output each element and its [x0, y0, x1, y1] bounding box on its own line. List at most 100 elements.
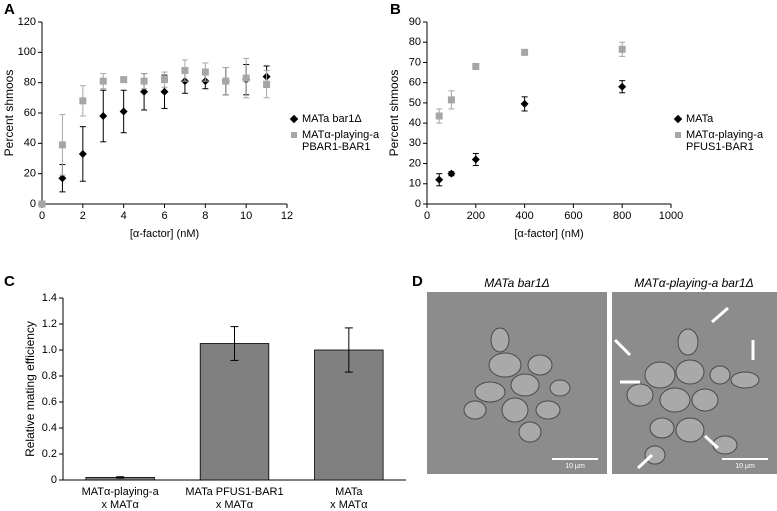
point: [140, 77, 148, 85]
x-tick-label: x MATα: [216, 499, 254, 511]
y-tick-label: 0.6: [42, 396, 57, 408]
y-tick-label: 50: [409, 97, 421, 109]
legend-label: MATa: [686, 113, 714, 125]
legend-label: MATα-playing-a PBAR1-BAR1: [302, 129, 380, 153]
x-tick-label: 12: [281, 210, 293, 222]
y-tick-label: 60: [24, 107, 36, 119]
y-tick-label: 40: [24, 137, 36, 149]
arrows: [613, 306, 755, 470]
x-tick-label: 2: [80, 210, 86, 222]
x-tick-label: MATa PFUS1-BAR1: [185, 486, 283, 498]
y-axis-title: Percent shmoos: [387, 70, 401, 157]
y-tick-label: 40: [409, 117, 421, 129]
point: [222, 77, 230, 85]
y-tick-label: 1.0: [42, 344, 57, 356]
point: [520, 99, 529, 108]
point: [58, 141, 66, 149]
x-tick-label: 1000: [659, 210, 683, 222]
point: [99, 77, 107, 85]
legend: MATa bar1Δ MATα-playing-a PBAR1-BAR1: [289, 113, 386, 157]
y-tick-label: 0: [415, 198, 421, 210]
legend-marker: [291, 132, 297, 138]
legend-label: MATa bar1Δ: [302, 113, 362, 125]
point: [435, 175, 444, 184]
panel-label: C: [4, 273, 15, 290]
y-tick-label: 0: [51, 474, 57, 486]
x-tick-label: MATα-playing-a: [82, 486, 160, 498]
x-tick-label: 10: [240, 210, 252, 222]
x-tick-label: 8: [202, 210, 208, 222]
y-tick-label: 90: [409, 16, 421, 28]
point: [119, 107, 128, 116]
y-tick-label: 20: [409, 157, 421, 169]
panel-label: D: [412, 273, 423, 290]
x-tick-label: 0: [39, 210, 45, 222]
y-tick-label: 0.2: [42, 448, 57, 460]
legend-marker: [289, 114, 299, 124]
cells: [463, 327, 760, 465]
point: [472, 62, 480, 70]
y-tick-label: 80: [24, 77, 36, 89]
y-tick-label: 30: [409, 137, 421, 149]
y-tick-label: 80: [409, 36, 421, 48]
point: [435, 112, 443, 120]
micrograph-title: MATa bar1Δ: [484, 276, 549, 290]
legend-marker: [675, 132, 681, 138]
x-tick-label: 4: [121, 210, 127, 222]
point: [58, 174, 67, 183]
legend-entry: MATa bar1Δ: [289, 113, 386, 125]
point: [181, 67, 189, 75]
x-tick-label: x MATα: [330, 499, 368, 511]
y-tick-label: 100: [18, 46, 36, 58]
legend-label: MATα-playing-a PFUS1-BAR1: [686, 129, 764, 153]
point: [447, 169, 456, 178]
point: [140, 87, 149, 96]
point: [201, 68, 209, 76]
point: [79, 97, 87, 105]
x-tick-label: 0: [424, 210, 430, 222]
legend: MATa MATα-playing-a PFUS1-BAR1: [673, 113, 770, 157]
point: [618, 45, 626, 53]
x-tick-label: 600: [564, 210, 582, 222]
scale-bar-label: 10 μm: [565, 463, 585, 470]
point: [38, 200, 46, 208]
micrograph-art: [427, 292, 777, 474]
y-tick-label: 120: [18, 16, 36, 28]
panel-label: A: [4, 1, 15, 18]
point: [161, 76, 168, 84]
y-tick-label: 1.2: [42, 318, 57, 330]
x-tick-label: MATa: [335, 486, 363, 498]
y-tick-label: 1.4: [42, 292, 57, 304]
y-tick-label: 60: [409, 77, 421, 89]
point: [242, 74, 250, 82]
x-tick-label: 6: [161, 210, 167, 222]
legend-entry: MATα-playing-a PBAR1-BAR1: [291, 129, 386, 153]
x-axis-title: [α-factor] (nM): [514, 228, 583, 240]
point: [160, 87, 169, 96]
point: [447, 96, 455, 104]
y-tick-label: 0.8: [42, 370, 57, 382]
point: [78, 149, 87, 158]
bar: [199, 343, 270, 481]
x-tick-label: 200: [467, 210, 485, 222]
scale-bar-label: 10 μm: [735, 463, 755, 470]
y-tick-label: 20: [24, 168, 36, 180]
legend-marker: [673, 114, 683, 124]
y-tick-label: 0.4: [42, 422, 57, 434]
y-axis-title: Relative mating efficiency: [23, 321, 37, 457]
point: [99, 112, 108, 121]
y-tick-label: 70: [409, 56, 421, 68]
x-tick-label: 400: [515, 210, 533, 222]
legend-entry: MATα-playing-a PFUS1-BAR1: [675, 129, 770, 153]
y-tick-label: 0: [30, 198, 36, 210]
panel-label: B: [390, 1, 401, 18]
point: [120, 76, 128, 84]
micrograph-title: MATα-playing-a bar1Δ: [634, 276, 753, 290]
point: [521, 48, 529, 56]
x-tick-label: 800: [613, 210, 631, 222]
legend-entry: MATa: [673, 113, 770, 125]
point: [471, 155, 480, 164]
y-tick-label: 10: [409, 178, 421, 190]
